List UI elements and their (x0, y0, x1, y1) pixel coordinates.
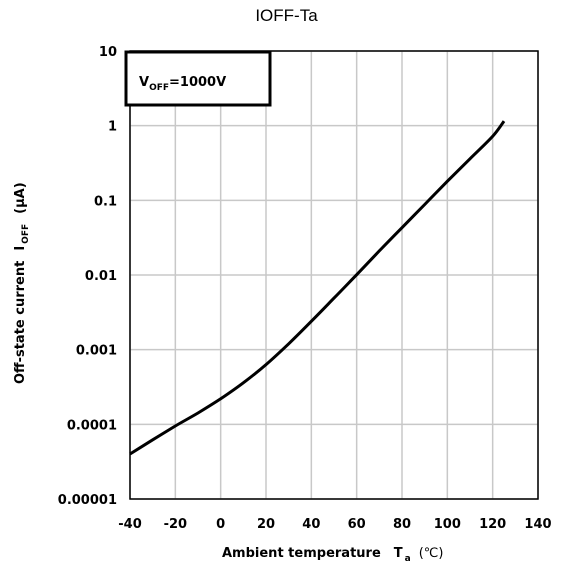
y-tick-label: 0.001 (76, 344, 117, 359)
y-tick-labels: 10 1 0.1 0.01 0.001 0.0001 0.00001 (58, 45, 117, 508)
grid (129, 50, 539, 500)
x-tick-label: 80 (393, 517, 411, 532)
series-line (129, 120, 506, 456)
x-tick-label: 60 (348, 517, 366, 532)
x-tick-label: 100 (434, 517, 461, 532)
y-tick-label: 1 (108, 120, 117, 135)
legend-box: VOFF=1000V (124, 50, 272, 107)
y-tick-label: 0.01 (85, 269, 117, 284)
x-tick-label: -40 (118, 517, 142, 532)
y-tick-label: 0.1 (94, 194, 117, 209)
x-tick-labels: -40 -20 0 20 40 60 80 100 120 140 (118, 517, 551, 532)
chart-title: IOFF-Ta (255, 6, 318, 25)
x-tick-label: 140 (524, 517, 551, 532)
y-tick-label: 10 (99, 45, 117, 60)
plot-frame (129, 50, 539, 500)
y-tick-label: 0.0001 (67, 418, 117, 433)
y-axis-label: Off-state currentIOFF(μA) (13, 182, 31, 384)
x-tick-label: 0 (216, 517, 225, 532)
annotation-text: VOFF=1000V (139, 75, 226, 93)
x-tick-label: -20 (164, 517, 188, 532)
x-tick-label: 40 (302, 517, 320, 532)
y-tick-label: 0.00001 (58, 493, 117, 508)
x-tick-label: 20 (257, 517, 275, 532)
x-tick-label: 120 (479, 517, 506, 532)
